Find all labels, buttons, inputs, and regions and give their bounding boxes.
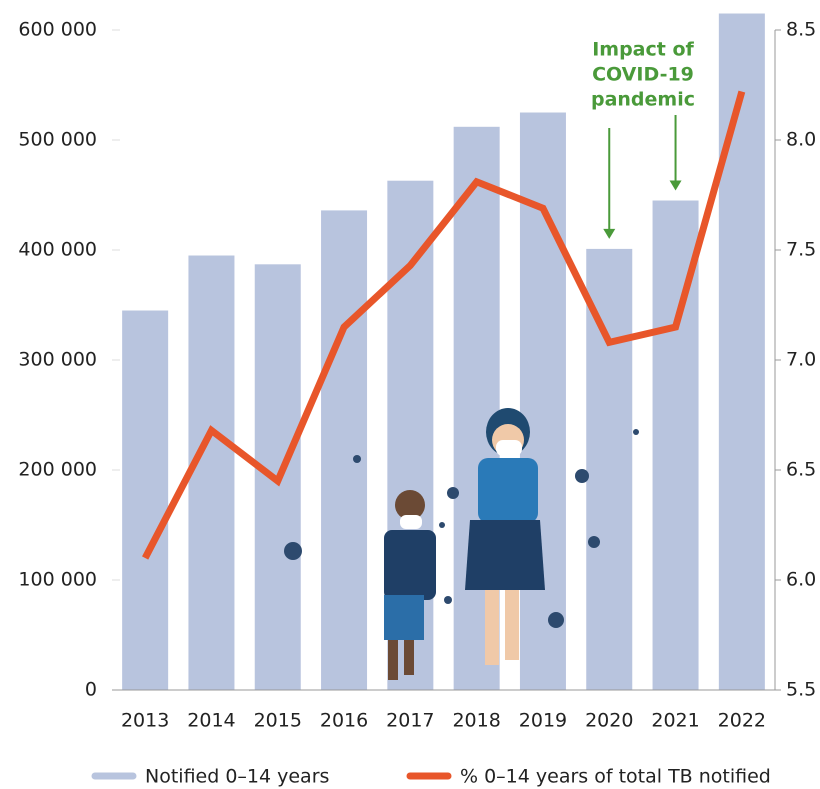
- x-tick-label: 2014: [187, 710, 235, 732]
- bar: [188, 255, 235, 690]
- annotation-arrowhead: [669, 180, 682, 191]
- legend-label: % 0–14 years of total TB notified: [460, 766, 771, 788]
- bar: [718, 13, 765, 690]
- legend-label: Notified 0–14 years: [145, 766, 329, 788]
- line: [142, 90, 746, 560]
- y-tick-label: 0: [85, 679, 97, 701]
- y2-tick-label: 7.5: [786, 239, 816, 261]
- annotation-text: COVID-19: [592, 64, 694, 86]
- x-tick-label: 2022: [718, 710, 766, 732]
- x-tick-label: 2013: [121, 710, 169, 732]
- child-girl: [465, 408, 545, 665]
- x-tick-label: 2019: [519, 710, 567, 732]
- annotation-arrowhead: [603, 228, 616, 239]
- x-tick-label: 2015: [254, 710, 302, 732]
- y-tick-label: 600 000: [18, 19, 97, 41]
- y2-tick-label: 7.0: [786, 349, 816, 371]
- bar: [321, 210, 368, 690]
- y-tick-label: 300 000: [18, 349, 97, 371]
- x-tick-label: 2017: [386, 710, 434, 732]
- y-tick-label: 500 000: [18, 129, 97, 151]
- x-tick-label: 2018: [452, 710, 500, 732]
- x-tick-label: 2020: [585, 710, 633, 732]
- child-boy: [384, 490, 436, 680]
- y-tick-label: 200 000: [18, 459, 97, 481]
- annotation-text: Impact of: [592, 39, 694, 61]
- y2-tick-label: 8.0: [786, 129, 816, 151]
- annotation-text: pandemic: [591, 89, 695, 111]
- x-tick-label: 2021: [651, 710, 699, 732]
- y-tick-label: 100 000: [18, 569, 97, 591]
- virus-icons: [284, 429, 639, 628]
- bar: [122, 310, 169, 690]
- bar: [586, 248, 633, 690]
- illustration: [284, 408, 639, 680]
- y-tick-label: 400 000: [18, 239, 97, 261]
- y2-tick-label: 8.5: [786, 19, 816, 41]
- x-tick-label: 2016: [320, 710, 368, 732]
- y2-tick-label: 5.5: [786, 679, 816, 701]
- y2-tick-label: 6.5: [786, 459, 816, 481]
- y2-tick-label: 6.0: [786, 569, 816, 591]
